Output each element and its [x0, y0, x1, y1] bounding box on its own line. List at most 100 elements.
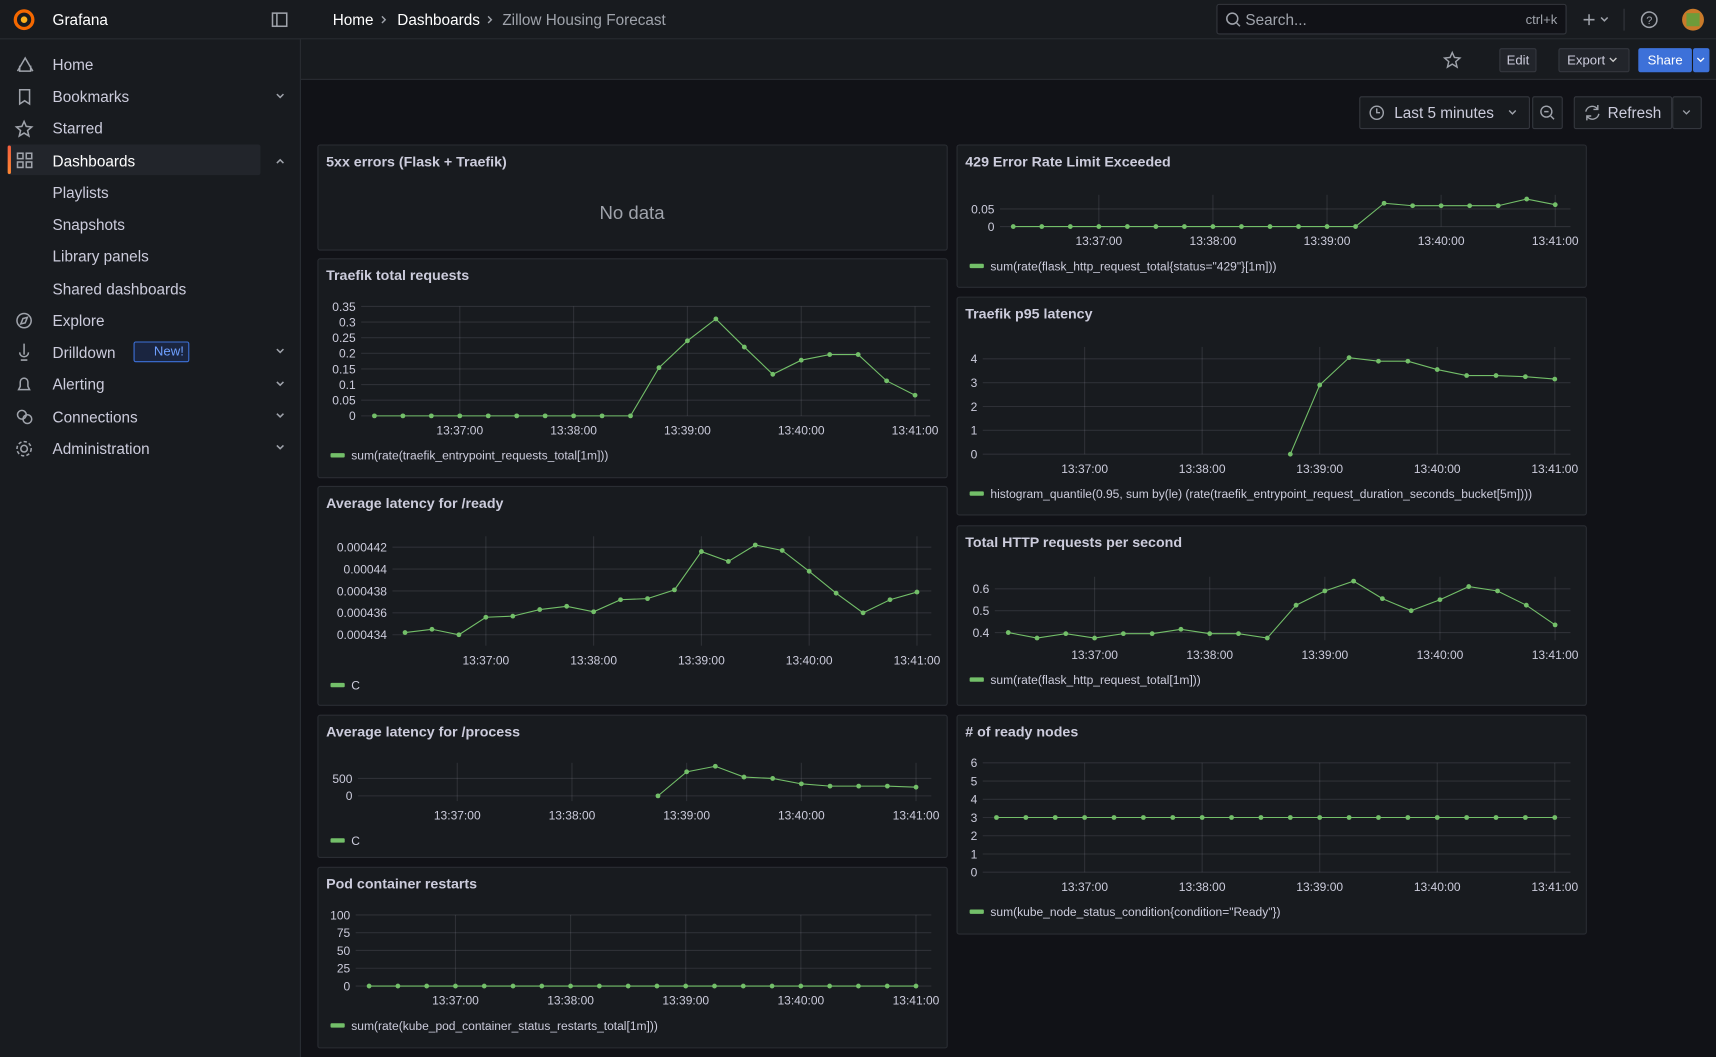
data-point	[698, 549, 704, 554]
nav-subitem[interactable]: Library panels	[52, 247, 149, 265]
y-tick-label: 0.3	[339, 315, 356, 329]
y-tick-label: 25	[337, 962, 351, 976]
x-tick-label: 13:37:00	[436, 423, 483, 437]
y-tick-label: 0.00044	[344, 562, 388, 576]
data-point	[741, 344, 747, 350]
x-tick-label: 13:39:00	[1304, 234, 1351, 248]
share-menu[interactable]	[1693, 48, 1710, 73]
data-point	[1023, 815, 1029, 820]
x-tick-label: 13:40:00	[1418, 234, 1465, 248]
nav-item[interactable]: Dashboards	[52, 152, 136, 170]
data-point	[1067, 224, 1073, 229]
x-tick-label: 13:37:00	[1061, 462, 1108, 476]
refresh-button[interactable]: Refresh	[1573, 96, 1673, 130]
data-point	[1493, 373, 1499, 378]
data-point	[591, 609, 597, 615]
x-tick-label: 13:41:00	[894, 653, 941, 667]
data-point	[1052, 815, 1058, 820]
nav-item[interactable]: Starred	[52, 119, 103, 137]
y-tick-label: 3	[971, 376, 978, 390]
data-point	[1264, 635, 1270, 641]
refresh-interval-menu[interactable]	[1672, 96, 1702, 130]
nav-item[interactable]: Connections	[52, 408, 138, 426]
top-icons: ?	[13, 3, 1704, 35]
data-point	[1178, 626, 1184, 632]
y-tick-label: 4	[971, 352, 978, 366]
breadcrumb[interactable]: Home	[332, 10, 374, 29]
search-input[interactable]: Search...	[1245, 10, 1307, 29]
data-point	[1258, 815, 1264, 820]
edit-button[interactable]: Edit	[1499, 48, 1537, 73]
data-point	[1464, 373, 1470, 378]
y-tick-label: 0.000434	[337, 628, 387, 642]
breadcrumb[interactable]: Dashboards	[397, 10, 480, 29]
data-point	[1405, 358, 1411, 364]
panel	[956, 714, 1587, 935]
zoom-out-button[interactable]	[1532, 96, 1563, 130]
nav-item[interactable]: Home	[52, 55, 94, 74]
x-tick-label: 13:38:00	[550, 423, 597, 437]
data-point	[453, 983, 458, 989]
x-tick-label: 13:41:00	[1531, 462, 1578, 476]
data-point	[402, 630, 408, 635]
active-indicator	[7, 145, 11, 175]
data-point	[1207, 631, 1213, 637]
data-point	[1467, 203, 1473, 209]
data-point	[654, 983, 660, 989]
nav-item[interactable]: Explore	[52, 311, 105, 330]
nav-item[interactable]: Drilldown	[52, 343, 116, 362]
data-point	[683, 983, 689, 989]
nav-subitem[interactable]: Shared dashboards	[52, 280, 187, 298]
x-tick-label: 13:38:00	[547, 994, 594, 1008]
export-button[interactable]: Export	[1558, 48, 1630, 73]
data-point	[1063, 631, 1069, 637]
no-data-message: No data	[599, 202, 665, 223]
data-point	[884, 378, 890, 384]
panel	[956, 525, 1587, 706]
data-point	[684, 769, 690, 775]
data-point	[596, 983, 602, 989]
top-bar: ? Grafana Home Dashboards Zillow Housing…	[0, 0, 1716, 40]
data-point	[752, 542, 758, 548]
app-name[interactable]: Grafana	[52, 10, 108, 29]
data-point	[645, 596, 650, 602]
legend-swatch	[330, 682, 345, 688]
y-tick-label: 500	[332, 772, 352, 786]
nav-item[interactable]: Administration	[52, 439, 150, 458]
data-point	[1466, 584, 1472, 590]
data-point	[564, 603, 570, 609]
x-tick-label: 13:39:00	[664, 423, 711, 437]
y-tick-label: 75	[337, 926, 351, 940]
nav-item[interactable]: Bookmarks	[52, 87, 130, 106]
data-point	[1552, 815, 1558, 820]
panel	[317, 866, 948, 1049]
panel	[317, 714, 948, 859]
svg-text:?: ?	[1646, 15, 1652, 27]
panel-title: Average latency for /process	[326, 725, 520, 741]
nav-subitem[interactable]: Playlists	[52, 183, 109, 202]
data-point	[1267, 224, 1273, 229]
data-point	[1229, 815, 1234, 820]
y-tick-label: 2	[971, 400, 978, 414]
data-point	[913, 983, 919, 989]
y-tick-label: 0	[346, 789, 353, 803]
share-button[interactable]: Share	[1638, 48, 1692, 73]
star-icon[interactable]	[1442, 49, 1464, 71]
y-tick-label: 0.35	[332, 300, 356, 314]
series-line	[1013, 198, 1556, 228]
legend-swatch	[969, 677, 984, 682]
x-tick-label: 13:40:00	[786, 653, 833, 667]
series-line	[657, 765, 917, 797]
data-point	[827, 983, 833, 989]
x-tick-label: 13:38:00	[1190, 234, 1237, 248]
x-tick-label: 13:40:00	[778, 809, 825, 823]
nav-subitem[interactable]: Snapshots	[52, 215, 125, 234]
data-point	[672, 587, 677, 593]
data-point	[1170, 815, 1176, 820]
data-point	[827, 783, 833, 789]
sidebar: Home Bookmarks Starred Dashboards Playli…	[0, 0, 301, 1057]
nav-item[interactable]: Alerting	[52, 375, 105, 393]
legend-label: sum(rate(flask_http_request_total{status…	[990, 259, 1276, 273]
time-picker[interactable]: Last 5 minutes	[1359, 96, 1530, 130]
breadcrumb: Zillow Housing Forecast	[502, 10, 666, 29]
